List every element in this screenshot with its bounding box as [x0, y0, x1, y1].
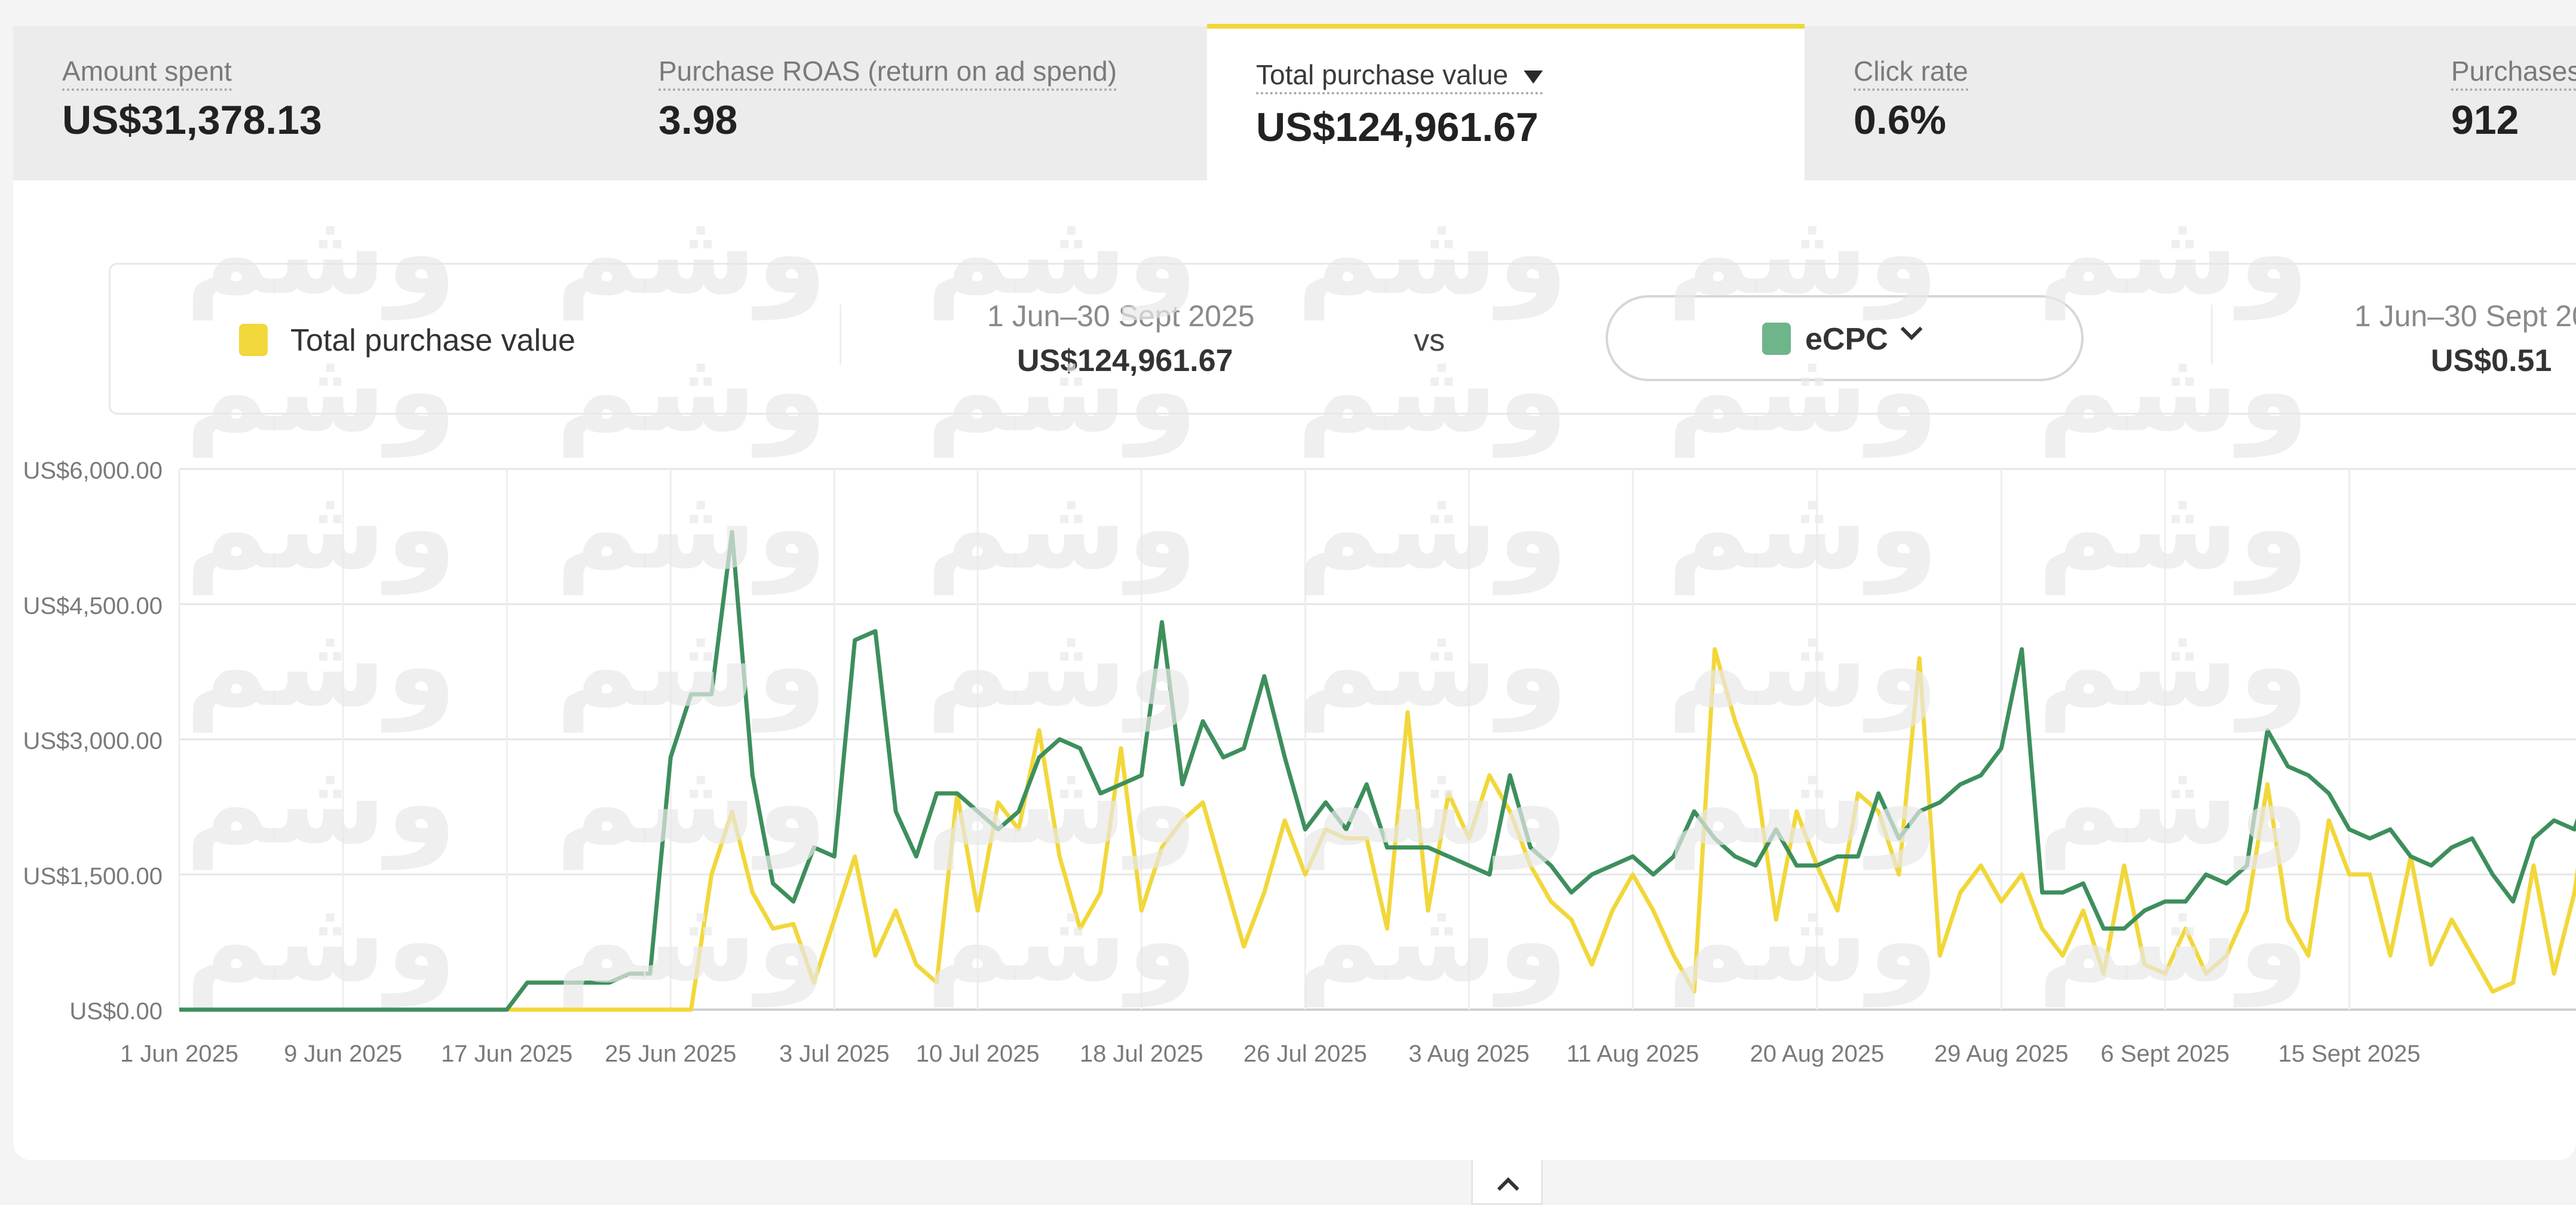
x-tick-label: 15 Sept 2025: [2278, 1041, 2421, 1067]
collapse-toggle-button[interactable]: [1471, 1160, 1543, 1205]
x-tick-label: 3 Aug 2025: [1408, 1041, 1529, 1067]
x-tick-label: 18 Jul 2025: [1080, 1041, 1203, 1067]
x-tick-label: 10 Jul 2025: [916, 1041, 1040, 1067]
x-tick-label: 26 Jul 2025: [1243, 1041, 1367, 1067]
metric-label: Purchases: [2451, 55, 2576, 91]
chart-grid: [178, 468, 2576, 1011]
x-tick-label: 6 Sept 2025: [2100, 1041, 2229, 1067]
metrics-strip: Amount spent US$31,378.13 Purchase ROAS …: [13, 24, 2576, 180]
x-axis-ticks: 1 Jun 2025 9 Jun 2025 17 Jun 2025 25 Jun 20…: [120, 1041, 2421, 1067]
secondary-total-value: US$0.51: [2431, 344, 2552, 378]
metric-value: 0.6%: [1854, 97, 1946, 143]
caret-down-icon[interactable]: [1523, 70, 1543, 84]
metric-label-text: Total purchase value: [1256, 59, 1508, 90]
y-tick-label: US$6,000.00: [23, 458, 163, 484]
metric-value: US$124,961.67: [1256, 105, 1539, 150]
metric-label-with-dropdown[interactable]: Total purchase value: [1256, 59, 1543, 94]
x-tick-label: 11 Aug 2025: [1567, 1041, 1699, 1067]
metric-label: Amount spent: [62, 55, 232, 91]
y-axis-ticks: US$0.00 US$1,500.00 US$3,000.00 US$4,500.00…: [23, 458, 163, 1025]
y-tick-label: US$4,500.00: [23, 593, 163, 619]
metric-value: 912: [2451, 97, 2519, 143]
metric-value: US$31,378.13: [62, 97, 322, 143]
metric-label: Click rate: [1854, 55, 1968, 91]
y-tick-label: US$3,000.00: [23, 728, 163, 755]
x-tick-label: 25 Jun 2025: [605, 1041, 736, 1067]
x-tick-label: 17 Jun 2025: [441, 1041, 572, 1067]
y-tick-label: US$1,500.00: [23, 863, 163, 890]
chevron-up-icon[interactable]: [1497, 1177, 1520, 1200]
x-tick-label: 29 Aug 2025: [1934, 1041, 2069, 1067]
x-tick-label: 20 Aug 2025: [1750, 1041, 1885, 1067]
x-tick-label: 1 Jun 2025: [120, 1041, 238, 1067]
series-line-total-purchase-value: [179, 647, 2576, 1012]
y-tick-label: US$0.00: [69, 998, 163, 1025]
metric-total-purchase-value[interactable]: Total purchase value US$124,961.67: [1207, 24, 1805, 180]
metric-value: 3.98: [658, 97, 738, 143]
metric-purchases[interactable]: Purchases 912: [2402, 26, 2576, 180]
secondary-date-range: 1 Jun–30 Sept 2025: [2354, 299, 2576, 333]
x-tick-label: 3 Jul 2025: [779, 1041, 890, 1067]
metric-click-rate[interactable]: Click rate 0.6%: [1805, 26, 2402, 180]
metric-amount-spent[interactable]: Amount spent US$31,378.13: [13, 26, 609, 180]
metric-purchase-roas[interactable]: Purchase ROAS (return on ad spend) 3.98: [609, 26, 1207, 180]
x-tick-label: 9 Jun 2025: [284, 1041, 402, 1067]
metric-label: Purchase ROAS (return on ad spend): [658, 55, 1117, 91]
